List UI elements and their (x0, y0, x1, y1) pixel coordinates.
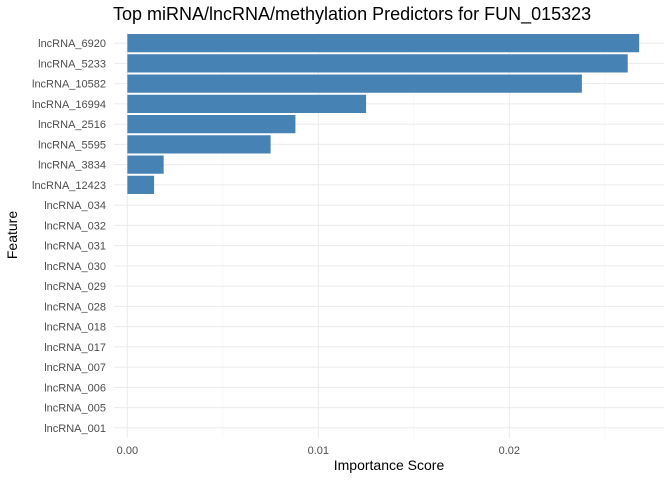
y-tick-label: lncRNA_005 (44, 403, 106, 415)
y-tick-label: lncRNA_018 (44, 322, 106, 334)
y-tick-label: lncRNA_034 (44, 200, 106, 212)
x-tick-label: 0.02 (499, 445, 520, 457)
bar-lncrna-10582 (127, 74, 582, 93)
y-tick-label: lncRNA_007 (44, 362, 106, 374)
y-tick-label: lncRNA_12423 (32, 180, 106, 192)
y-tick-label: lncRNA_030 (44, 261, 106, 273)
grid (114, 33, 664, 438)
bar-lncrna-6920 (127, 34, 640, 53)
x-tick-labels: 0.00 0.01 0.02 (117, 445, 520, 457)
bar-lncrna-5233 (127, 54, 628, 73)
y-tick-label: lncRNA_017 (44, 342, 106, 354)
x-tick-label: 0.01 (308, 445, 329, 457)
x-axis-label: Importance Score (334, 457, 445, 473)
y-tick-label: lncRNA_16994 (32, 99, 106, 111)
y-tick-label: lncRNA_5233 (38, 58, 106, 70)
bar-lncrna-3834 (127, 155, 164, 174)
y-tick-labels: lncRNA_6920 lncRNA_5233 lncRNA_10582 lncRNA… (32, 38, 106, 435)
y-tick-label: lncRNA_6920 (38, 38, 106, 50)
y-tick-label: lncRNA_028 (44, 301, 106, 313)
bars (127, 34, 640, 194)
y-tick-label: lncRNA_031 (44, 241, 106, 253)
bar-lncrna-16994 (127, 94, 367, 113)
y-tick-label: lncRNA_5595 (38, 139, 106, 151)
y-tick-label: lncRNA_006 (44, 382, 106, 394)
y-tick-label: lncRNA_029 (44, 281, 106, 293)
x-tick-label: 0.00 (117, 445, 138, 457)
bar-lncrna-12423 (127, 175, 155, 194)
y-axis-label: Feature (4, 211, 20, 259)
y-tick-label: lncRNA_2516 (38, 119, 106, 131)
y-tick-label: lncRNA_10582 (32, 79, 106, 91)
chart-title: Top miRNA/lncRNA/methylation Predictors … (113, 4, 591, 25)
y-tick-label: lncRNA_032 (44, 220, 106, 232)
y-tick-label: lncRNA_001 (44, 423, 106, 435)
bar-lncrna-2516 (127, 115, 296, 134)
bar-lncrna-5595 (127, 135, 271, 154)
y-tick-label: lncRNA_3834 (38, 160, 106, 172)
